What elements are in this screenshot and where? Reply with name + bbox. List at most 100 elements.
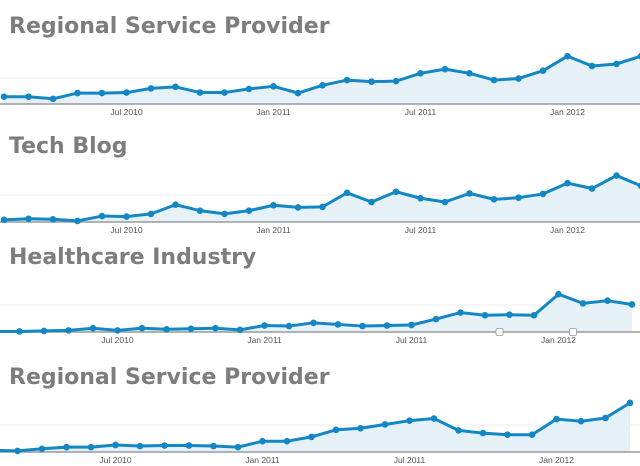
data-point: [310, 319, 317, 327]
x-tick-label: Jul 2011: [394, 455, 426, 465]
data-point: [564, 179, 571, 187]
data-point: [539, 67, 547, 75]
x-tick-label: Jan 2011: [245, 455, 280, 465]
data-point: [637, 182, 640, 189]
data-point: [577, 417, 585, 425]
data-point: [555, 290, 562, 298]
data-point: [417, 70, 424, 77]
data-point: [98, 212, 106, 220]
data-point: [98, 89, 106, 97]
data-point: [392, 188, 400, 196]
data-point: [359, 322, 366, 330]
data-point: [628, 301, 636, 308]
data-point: [319, 203, 326, 211]
x-tick-label: Jul 2011: [405, 225, 437, 235]
data-point: [285, 322, 293, 330]
data-point: [528, 431, 536, 439]
data-point: [564, 52, 571, 60]
data-point: [234, 443, 242, 451]
data-point: [123, 213, 130, 220]
data-point: [417, 194, 424, 202]
area-fill: [0, 294, 632, 332]
data-point: [38, 445, 46, 453]
data-point: [368, 78, 375, 85]
data-point: [221, 89, 228, 96]
data-point: [626, 399, 634, 407]
data-point: [539, 190, 547, 198]
x-tick-label: Jan 2011: [256, 107, 291, 117]
x-tick-label: Jan 2011: [247, 335, 282, 345]
data-point: [515, 75, 522, 82]
data-point: [613, 60, 620, 68]
data-point: [136, 442, 144, 450]
data-point: [87, 443, 95, 451]
data-point: [588, 185, 596, 192]
data-point: [210, 442, 217, 450]
data-point: [553, 415, 560, 423]
data-point: [259, 437, 266, 445]
data-point: [343, 189, 351, 197]
data-point: [270, 201, 277, 209]
x-tick-label: Jul 2010: [101, 335, 133, 345]
x-tick-label: Jan 2012: [550, 107, 585, 117]
data-point: [0, 216, 8, 224]
data-point: [357, 424, 364, 432]
x-tick-label: Jan 2012: [550, 225, 585, 235]
data-point: [579, 300, 587, 307]
chart-title: Regional Service Provider: [9, 365, 330, 390]
x-tick-label: Jan 2012: [541, 335, 576, 345]
data-point: [63, 443, 70, 451]
data-point: [479, 429, 487, 437]
data-point: [392, 77, 400, 85]
chart-title: Healthcare Industry: [9, 245, 256, 270]
data-point: [481, 311, 489, 319]
panel-2: Tech Blog Jul 2010 Jan 2011 Jul 2011 Jan 201…: [0, 134, 640, 235]
data-point: [14, 447, 21, 455]
data-point: [147, 210, 155, 218]
data-point: [332, 426, 340, 434]
data-point: [504, 431, 511, 439]
data-point: [466, 70, 473, 77]
data-point: [490, 196, 498, 203]
data-point: [368, 198, 375, 206]
data-point: [49, 95, 57, 103]
data-point: [89, 324, 97, 332]
data-point: [0, 93, 8, 101]
data-point: [163, 326, 170, 333]
data-point: [515, 194, 522, 201]
data-point: [65, 327, 72, 334]
data-point: [283, 437, 291, 445]
data-point: [16, 328, 23, 335]
data-point: [221, 210, 228, 218]
data-point: [383, 322, 391, 329]
data-point: [187, 325, 195, 333]
data-point: [74, 89, 81, 97]
data-point: [319, 81, 326, 89]
data-point: [196, 89, 204, 96]
data-point: [112, 441, 119, 449]
data-point: [138, 324, 146, 332]
x-tick-label: Jul 2010: [99, 455, 131, 465]
chart-title: Regional Service Provider: [9, 14, 330, 39]
data-point: [172, 201, 179, 209]
data-point: [308, 433, 315, 441]
x-tick-label: Jan 2012: [539, 455, 574, 465]
data-point: [245, 207, 253, 214]
x-tick-label: Jul 2010: [110, 107, 142, 117]
data-point: [490, 76, 498, 84]
data-point: [123, 89, 130, 96]
data-point: [245, 85, 253, 93]
data-point: [430, 415, 438, 422]
data-point: [25, 215, 32, 223]
data-point: [408, 321, 415, 329]
annotation-marker-icon: [495, 328, 504, 336]
data-point: [637, 53, 640, 60]
data-point: [212, 324, 219, 332]
data-point: [406, 417, 413, 424]
data-point: [602, 414, 609, 422]
x-tick-label: Jul 2010: [110, 225, 142, 235]
data-point: [25, 93, 32, 101]
x-tick-label: Jul 2011: [396, 335, 428, 345]
data-point: [455, 427, 462, 434]
data-point: [343, 76, 351, 84]
